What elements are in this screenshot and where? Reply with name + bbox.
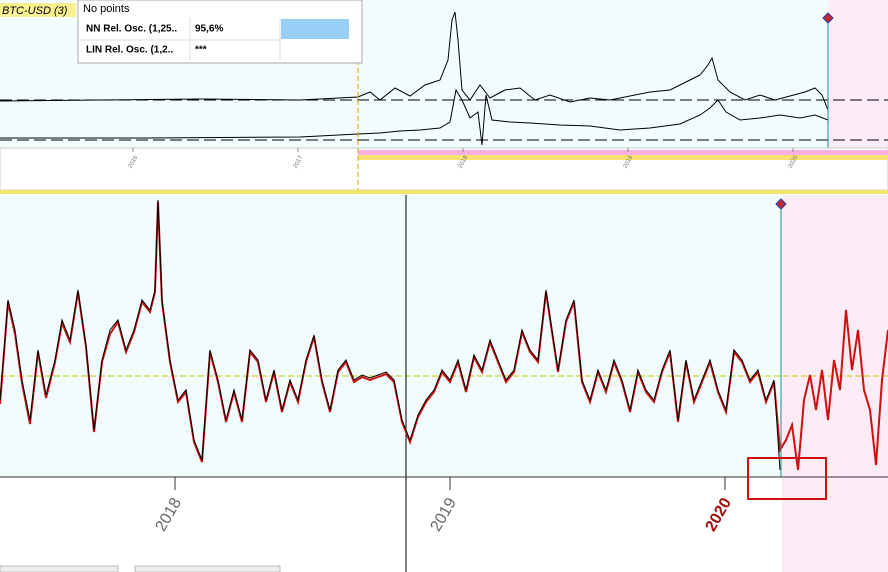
cursor-marker[interactable] [822, 12, 834, 24]
detail-panel [0, 195, 888, 477]
status: No points [83, 3, 130, 15]
status-cell [0, 565, 119, 572]
overview-line [0, 11, 829, 111]
selection-band [358, 155, 888, 160]
legend-value: 95,6% [195, 24, 223, 35]
overview-line [0, 88, 829, 146]
legend-name: LIN Rel. Osc. (1,2.. [86, 45, 173, 56]
symbol: BTC-USD (3) [2, 5, 68, 17]
status-cell [134, 565, 281, 572]
legend-name: NN Rel. Osc. (1,25.. [86, 24, 177, 35]
cursor-marker[interactable] [775, 198, 787, 210]
forecast-zone [782, 195, 888, 572]
legend-value: *** [195, 45, 207, 56]
splitter[interactable] [0, 190, 888, 194]
actual-line [0, 199, 781, 471]
legend-swatch [281, 19, 349, 39]
highlight-box [747, 457, 827, 500]
selection-band [358, 150, 888, 155]
symbol-badge [0, 3, 76, 17]
